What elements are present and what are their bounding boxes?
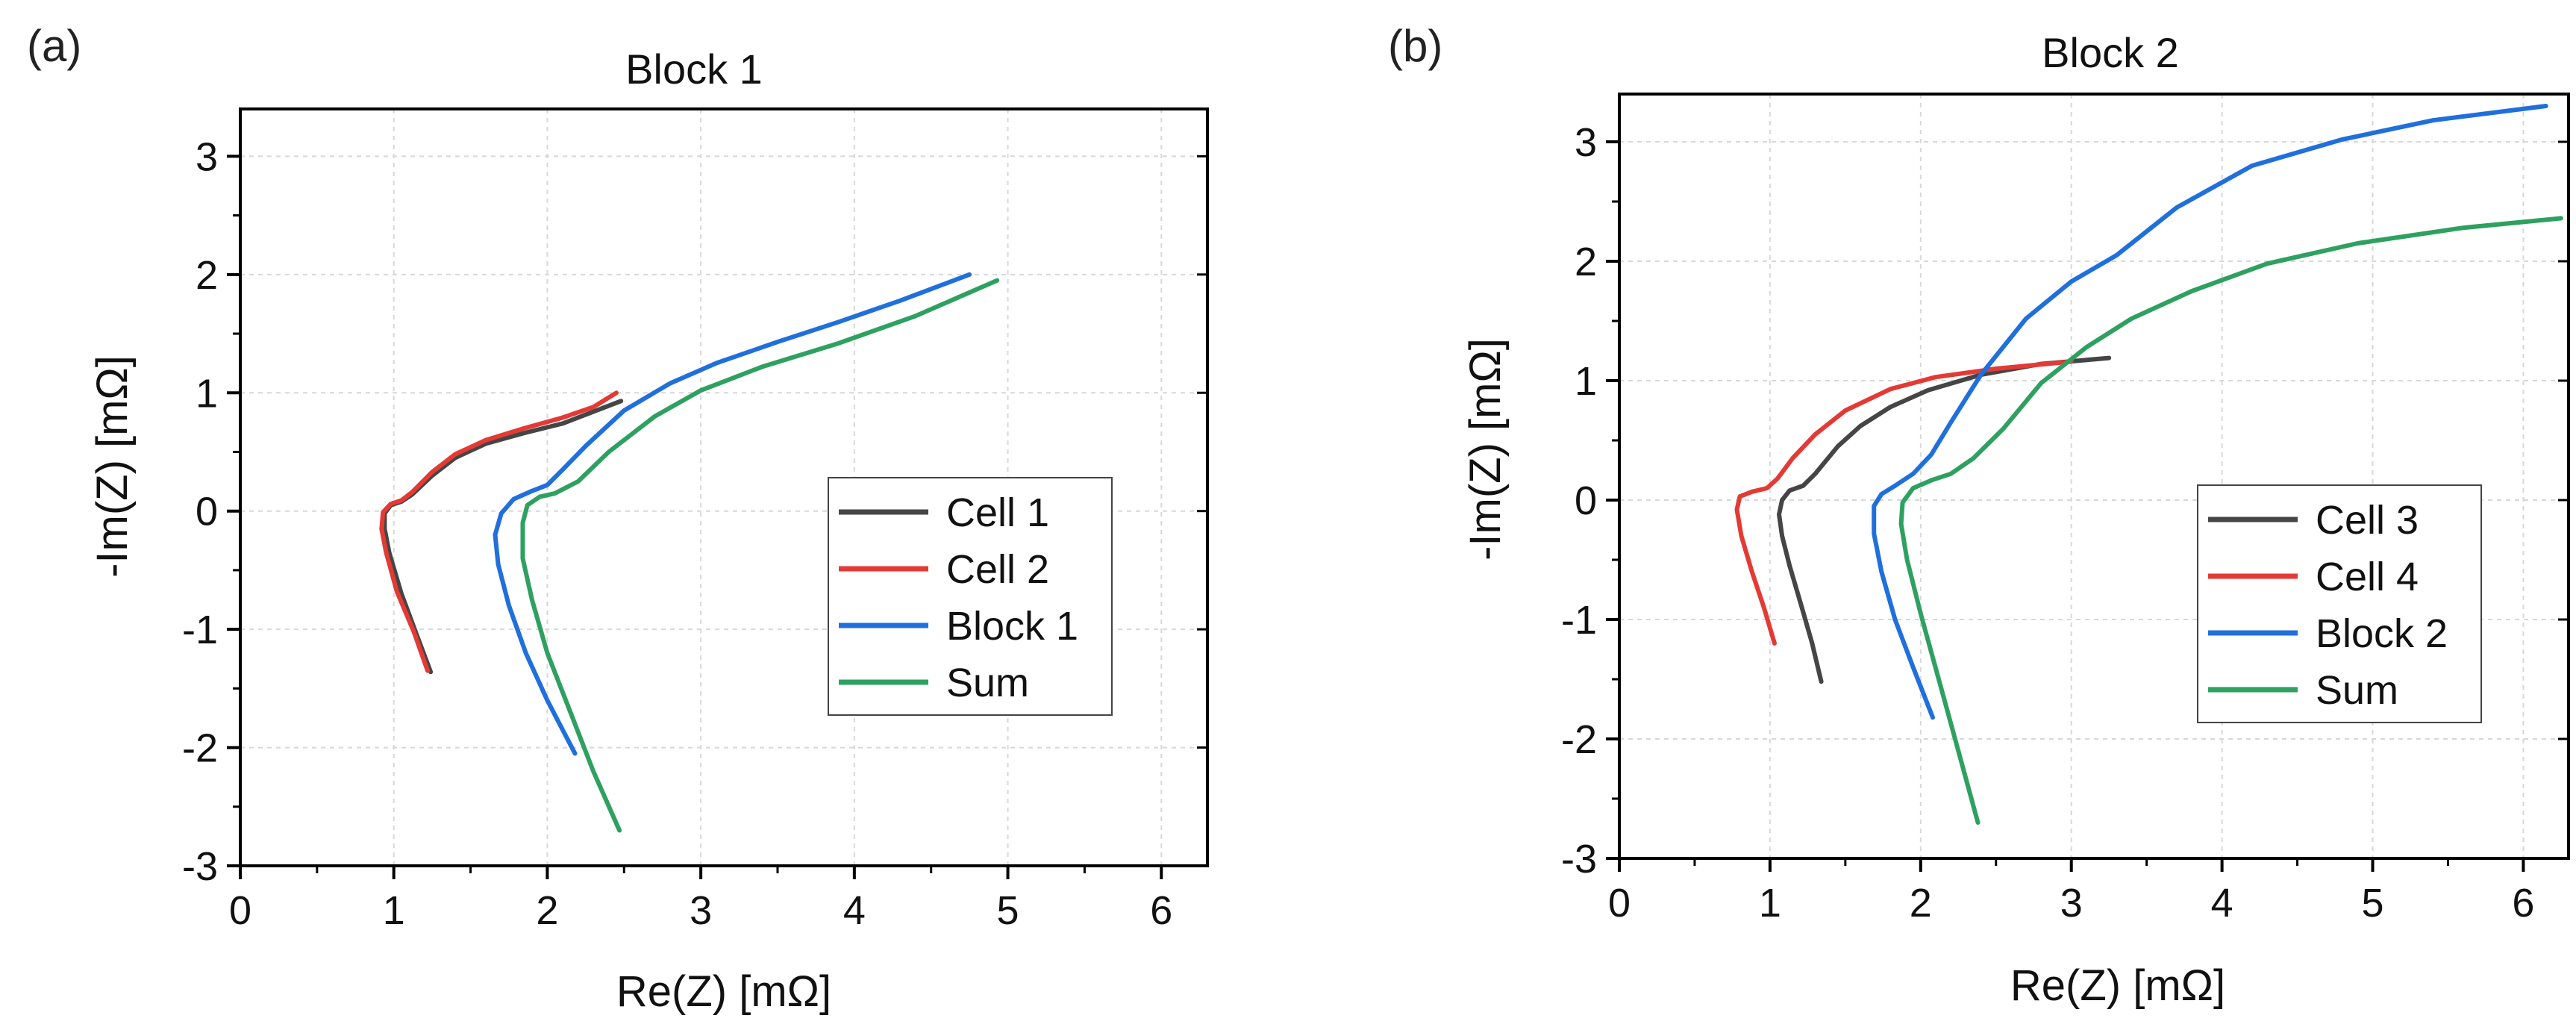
series-layer-a: [379, 272, 1000, 833]
panel-label-b: (b): [1388, 21, 1442, 71]
x-tick-label: 1: [1759, 881, 1781, 926]
plot-frame-a: [239, 107, 1209, 867]
x-tick-label: 0: [1608, 881, 1631, 926]
chart-panel-b: (b) Block 2 Re(Z) [mΩ] -Im(Z) [mΩ] 0 1 2 3 4…: [1388, 21, 2570, 1010]
series-line-sum: [520, 278, 1000, 833]
x-tick-label: 2: [536, 888, 558, 933]
x-tick-label: 5: [2362, 881, 2384, 926]
legend-label: Cell 3: [2316, 498, 2419, 543]
series-line-block-1: [493, 272, 972, 756]
y-tick-label: 1: [196, 371, 218, 416]
chart-title-b: Block 2: [2042, 29, 2179, 76]
legend-label: Block 1: [946, 604, 1078, 649]
x-tick-label: 1: [383, 888, 405, 933]
ticks-a: 0 1 2 3 4 5 6 -3 -2 -1 0 1 2 3: [182, 134, 1207, 933]
legend-label: Block 2: [2316, 611, 2448, 656]
series-layer-b: [1734, 104, 2563, 825]
x-tick-label: 6: [2512, 881, 2534, 926]
y-tick-label: 2: [196, 253, 218, 298]
x-tick-label: 2: [1910, 881, 1932, 926]
legend-label: Sum: [946, 661, 1029, 705]
x-tick-label: 0: [229, 888, 251, 933]
grid-b: [1619, 94, 2569, 859]
series-line-cell-3: [1777, 355, 2112, 684]
x-tick-label: 4: [2211, 881, 2233, 926]
legend-box: [828, 477, 1113, 716]
panel-label-a: (a): [27, 21, 81, 71]
y-tick-label: 3: [196, 134, 218, 179]
legend-box: [2197, 484, 2482, 723]
y-tick-label: -1: [182, 608, 218, 652]
y-tick-label: 2: [1575, 240, 1597, 284]
y-axis-label-b: -Im(Z) [mΩ]: [1461, 338, 1510, 561]
y-tick-label: -2: [1561, 717, 1597, 762]
y-tick-label: -3: [182, 844, 218, 889]
x-tick-label: 6: [1150, 888, 1172, 933]
y-tick-label: 1: [1575, 359, 1597, 404]
x-tick-label: 3: [2060, 881, 2083, 926]
y-tick-label: -3: [1561, 837, 1597, 881]
y-tick-label: 3: [1575, 120, 1597, 165]
series-line-cell-4: [1734, 359, 2074, 646]
series-line-cell-2: [379, 390, 619, 673]
legend-label: Sum: [2316, 668, 2398, 713]
x-axis-label-b: Re(Z) [mΩ]: [2010, 961, 2225, 1010]
y-tick-label: -2: [182, 726, 218, 771]
x-tick-label: 4: [843, 888, 866, 933]
series-line-block-2: [1872, 104, 2548, 720]
plot-frame-b: [1618, 93, 2570, 860]
x-tick-label: 5: [997, 888, 1019, 933]
series-line-cell-1: [382, 399, 624, 675]
chart-panel-a: (a) Block 1 Re(Z) [mΩ] -Im(Z) [mΩ] 0 1 2 3 4…: [27, 21, 1209, 1016]
legend-label: Cell 2: [946, 547, 1049, 592]
y-tick-label: -1: [1561, 598, 1597, 643]
y-tick-label: 0: [1575, 478, 1597, 523]
ticks-b: 0 1 2 3 4 5 6 -3 -2 -1 0 1 2 3: [1561, 120, 2569, 926]
legend-a: Cell 1 Cell 2 Block 1 Sum: [828, 477, 1113, 716]
x-axis-label-a: Re(Z) [mΩ]: [616, 967, 831, 1016]
chart-title-a: Block 1: [625, 46, 763, 93]
x-tick-label: 3: [690, 888, 712, 933]
y-axis-label-a: -Im(Z) [mΩ]: [88, 355, 137, 578]
y-tick-label: 0: [196, 490, 218, 534]
legend-b: Cell 3 Cell 4 Block 2 Sum: [2197, 484, 2482, 723]
legend-label: Cell 1: [946, 490, 1049, 535]
legend-label: Cell 4: [2316, 555, 2419, 599]
series-line-sum: [1898, 216, 2563, 825]
